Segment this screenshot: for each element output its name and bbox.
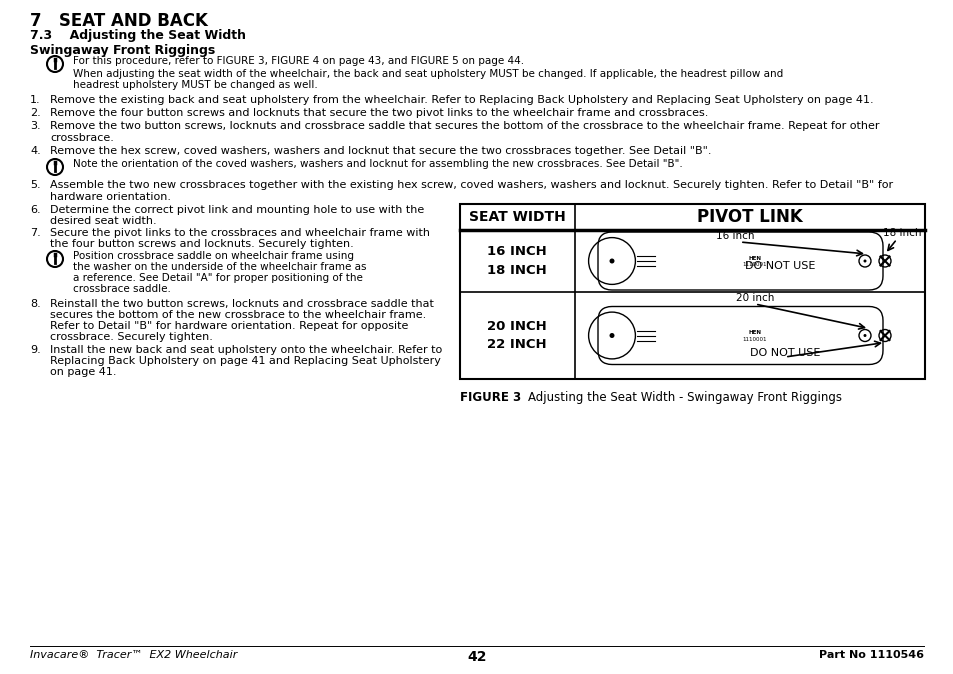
Text: DO NOT USE: DO NOT USE <box>744 261 814 271</box>
Text: Note the orientation of the coved washers, washers and locknut for assembling th: Note the orientation of the coved washer… <box>73 159 682 169</box>
Text: 18 inch: 18 inch <box>882 228 921 238</box>
Text: When adjusting the seat width of the wheelchair, the back and seat upholstery MU: When adjusting the seat width of the whe… <box>73 69 782 79</box>
Text: the washer on the underside of the wheelchair frame as: the washer on the underside of the wheel… <box>73 262 366 272</box>
Circle shape <box>609 259 614 264</box>
Text: Refer to Detail "B" for hardware orientation. Repeat for opposite: Refer to Detail "B" for hardware orienta… <box>50 321 408 331</box>
Text: Swingaway Front Riggings: Swingaway Front Riggings <box>30 44 215 57</box>
Text: Remove the existing back and seat upholstery from the wheelchair. Refer to Repla: Remove the existing back and seat uphols… <box>50 95 873 105</box>
Text: Replacing Back Upholstery on page 41 and Replacing Seat Upholstery: Replacing Back Upholstery on page 41 and… <box>50 356 440 366</box>
Text: 3.: 3. <box>30 121 41 131</box>
Circle shape <box>862 334 865 337</box>
Text: crossbrace saddle.: crossbrace saddle. <box>73 284 171 294</box>
Text: FIGURE 3: FIGURE 3 <box>459 391 520 404</box>
Text: Remove the four button screws and locknuts that secure the two pivot links to th: Remove the four button screws and locknu… <box>50 108 708 118</box>
Text: 7.3    Adjusting the Seat Width: 7.3 Adjusting the Seat Width <box>30 29 246 42</box>
Text: 20 INCH
22 INCH: 20 INCH 22 INCH <box>487 319 546 352</box>
Text: 4.: 4. <box>30 146 41 156</box>
Text: Install the new back and seat upholstery onto the wheelchair. Refer to: Install the new back and seat upholstery… <box>50 345 442 355</box>
Text: 7   SEAT AND BACK: 7 SEAT AND BACK <box>30 12 208 30</box>
Text: 5.: 5. <box>30 180 41 190</box>
Text: on page 41.: on page 41. <box>50 367 116 377</box>
Text: 20 inch: 20 inch <box>735 293 774 303</box>
Text: 9.: 9. <box>30 345 41 355</box>
Text: DO NOT USE: DO NOT USE <box>749 348 820 358</box>
Text: Position crossbrace saddle on wheelchair frame using: Position crossbrace saddle on wheelchair… <box>73 251 354 261</box>
Text: hardware orientation.: hardware orientation. <box>50 192 171 202</box>
Text: 7.: 7. <box>30 228 41 238</box>
Text: Secure the pivot links to the crossbraces and wheelchair frame with: Secure the pivot links to the crossbrace… <box>50 228 430 238</box>
Text: secures the bottom of the new crossbrace to the wheelchair frame.: secures the bottom of the new crossbrace… <box>50 310 426 320</box>
Text: Assemble the two new crossbraces together with the existing hex screw, coved was: Assemble the two new crossbraces togethe… <box>50 180 892 190</box>
Text: desired seat width.: desired seat width. <box>50 216 156 226</box>
Bar <box>459 204 924 379</box>
Text: 2.: 2. <box>30 108 41 118</box>
Text: 1.: 1. <box>30 95 41 105</box>
Text: 1110001: 1110001 <box>741 262 766 268</box>
Text: Part No 1110546: Part No 1110546 <box>818 650 923 660</box>
Text: a reference. See Detail "A" for proper positioning of the: a reference. See Detail "A" for proper p… <box>73 273 362 283</box>
Text: headrest upholstery MUST be changed as well.: headrest upholstery MUST be changed as w… <box>73 80 317 90</box>
Text: Determine the correct pivot link and mounting hole to use with the: Determine the correct pivot link and mou… <box>50 205 424 215</box>
Text: Adjusting the Seat Width - Swingaway Front Riggings: Adjusting the Seat Width - Swingaway Fro… <box>527 391 841 404</box>
Text: SEAT WIDTH: SEAT WIDTH <box>468 210 565 224</box>
Text: crossbrace.: crossbrace. <box>50 133 113 143</box>
Text: Reinstall the two button screws, locknuts and crossbrace saddle that: Reinstall the two button screws, locknut… <box>50 299 434 309</box>
Text: 16 INCH
18 INCH: 16 INCH 18 INCH <box>487 245 546 277</box>
Text: 8.: 8. <box>30 299 41 309</box>
Text: 16 inch: 16 inch <box>715 231 754 241</box>
Text: Remove the two button screws, locknuts and crossbrace saddle that secures the bo: Remove the two button screws, locknuts a… <box>50 121 879 131</box>
Circle shape <box>609 333 614 338</box>
Circle shape <box>862 259 865 262</box>
Text: 42: 42 <box>467 650 486 664</box>
Text: For this procedure, refer to FIGURE 3, FIGURE 4 on page 43, and FIGURE 5 on page: For this procedure, refer to FIGURE 3, F… <box>73 56 523 66</box>
Text: HEN: HEN <box>747 330 760 335</box>
Text: 6.: 6. <box>30 205 41 215</box>
Text: HEN: HEN <box>747 255 760 260</box>
Text: PIVOT LINK: PIVOT LINK <box>697 208 802 226</box>
Text: the four button screws and locknuts. Securely tighten.: the four button screws and locknuts. Sec… <box>50 239 354 249</box>
Text: 1110001: 1110001 <box>741 337 766 342</box>
Text: Invacare®  Tracer™  EX2 Wheelchair: Invacare® Tracer™ EX2 Wheelchair <box>30 650 237 660</box>
Text: Remove the hex screw, coved washers, washers and locknut that secure the two cro: Remove the hex screw, coved washers, was… <box>50 146 711 156</box>
Text: crossbrace. Securely tighten.: crossbrace. Securely tighten. <box>50 332 213 342</box>
